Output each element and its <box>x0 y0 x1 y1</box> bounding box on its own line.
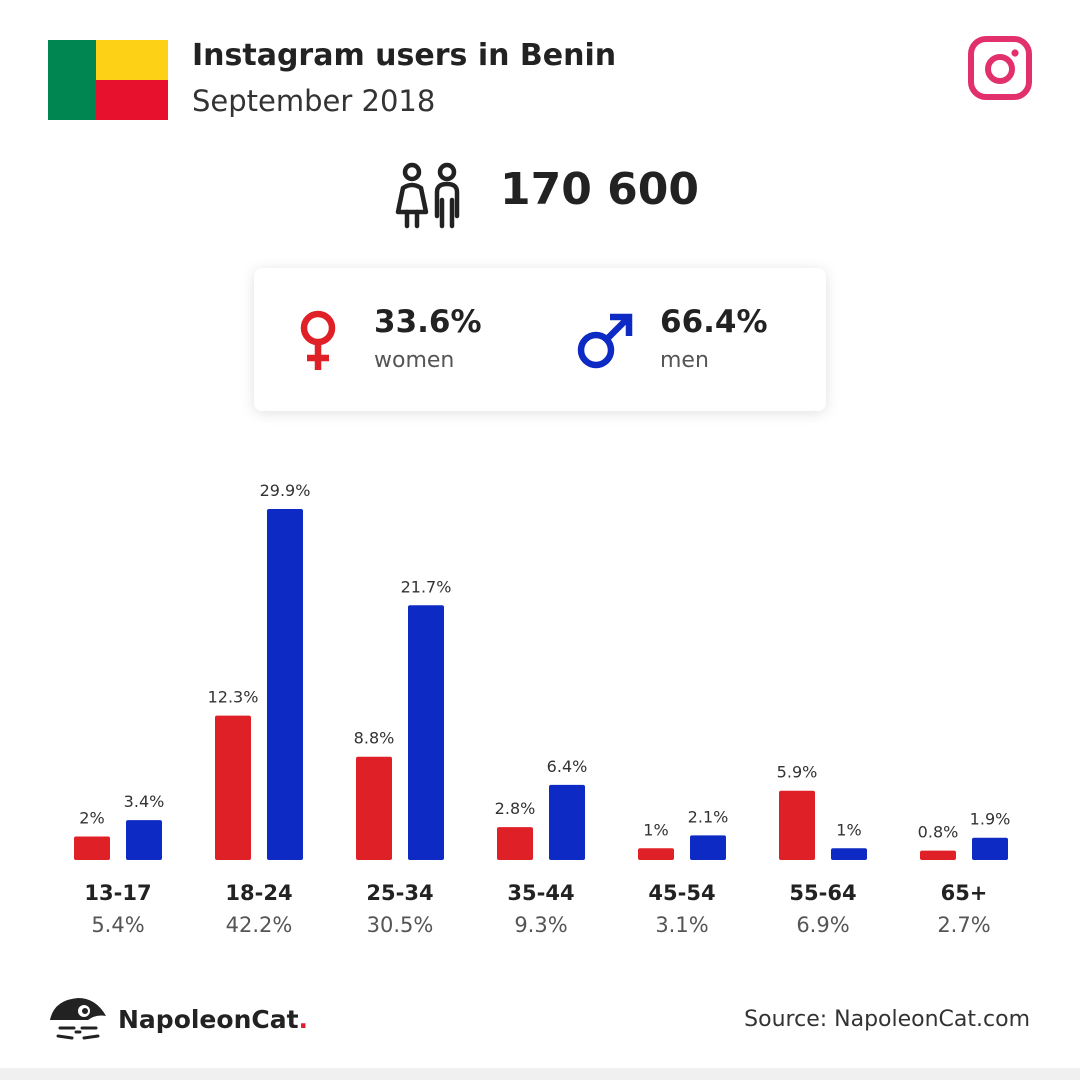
chart-bar <box>215 715 251 860</box>
data-label: 2% <box>79 809 104 828</box>
chart-bar <box>356 756 392 860</box>
chart-bar <box>831 848 867 860</box>
category-label: 18-24 <box>225 881 292 905</box>
chart-bar <box>690 835 726 860</box>
chart-bar <box>920 850 956 860</box>
men-percent: 66.4% <box>660 304 768 340</box>
female-symbol-icon <box>300 310 336 370</box>
data-label: 21.7% <box>401 577 452 596</box>
men-label: men <box>660 348 709 373</box>
chart-bar <box>972 837 1008 860</box>
chart-bar <box>497 827 533 860</box>
category-total: 2.7% <box>937 913 990 937</box>
women-percent: 33.6% <box>374 304 482 340</box>
data-label: 3.4% <box>124 792 165 811</box>
category-label: 65+ <box>941 881 988 905</box>
data-label: 2.8% <box>495 799 536 818</box>
data-label: 0.8% <box>918 823 959 842</box>
brand-text: NapoleonCat <box>118 1005 299 1034</box>
brand-dot: . <box>298 1005 309 1034</box>
instagram-icon <box>968 36 1032 100</box>
data-label: 1% <box>836 820 861 839</box>
data-label: 12.3% <box>208 688 259 707</box>
category-total: 30.5% <box>367 913 434 937</box>
data-label: 5.9% <box>777 763 818 782</box>
page-title: Instagram users in Benin <box>192 38 617 73</box>
age-gender-bar-chart: 2% 3.4% 13-17 5.4% 12.3% 29.9% 18-24 42.2% 8.8% 2… <box>74 481 1011 937</box>
brand-name: NapoleonCat. <box>118 1005 308 1034</box>
category-total: 5.4% <box>91 913 144 937</box>
women-label: women <box>374 348 455 373</box>
flag-yellow-band <box>96 40 168 80</box>
data-label: 8.8% <box>354 729 395 748</box>
category-label: 25-34 <box>366 881 433 905</box>
data-label: 6.4% <box>547 757 588 776</box>
chart-bar <box>549 784 585 860</box>
chart-bar <box>126 820 162 860</box>
data-label: 1% <box>643 820 668 839</box>
category-label: 13-17 <box>84 881 151 905</box>
flag-green-band <box>48 40 96 120</box>
chart-bar <box>638 848 674 860</box>
category-total: 42.2% <box>226 913 293 937</box>
category-label: 35-44 <box>507 881 574 905</box>
category-total: 9.3% <box>514 913 567 937</box>
flag-red-band <box>96 80 168 120</box>
napoleoncat-logo-icon <box>50 998 106 1040</box>
category-label: 45-54 <box>648 881 715 905</box>
chart-bar <box>74 836 110 860</box>
data-label: 2.1% <box>688 807 729 826</box>
category-label: 55-64 <box>789 881 856 905</box>
chart-bar <box>779 790 815 860</box>
chart-bar <box>267 509 303 860</box>
data-label: 29.9% <box>260 481 311 500</box>
data-label: 1.9% <box>970 810 1011 829</box>
gender-card: 33.6% women 66.4% men <box>254 268 826 411</box>
category-total: 6.9% <box>796 913 849 937</box>
chart-bar <box>408 605 444 860</box>
total-users: 170 600 <box>500 164 700 215</box>
page-subtitle: September 2018 <box>192 84 436 118</box>
male-symbol-icon <box>577 313 633 369</box>
category-total: 3.1% <box>655 913 708 937</box>
benin-flag <box>48 40 168 120</box>
users-icon <box>395 162 460 229</box>
source-text: Source: NapoleonCat.com <box>744 1007 1030 1032</box>
footer-strip <box>0 1068 1080 1080</box>
